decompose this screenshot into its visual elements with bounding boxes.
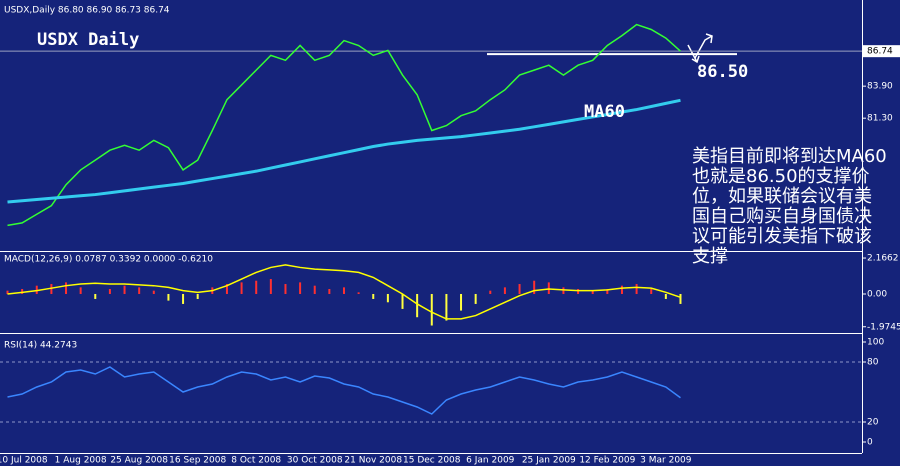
histogram-bar: [255, 280, 258, 294]
histogram-bar: [342, 287, 345, 294]
histogram-bar: [357, 292, 360, 294]
comment-line: 位，如果联储会议有美: [692, 186, 872, 207]
histogram-bar: [269, 279, 272, 294]
frame: [0, 0, 863, 454]
histogram-bar: [123, 285, 126, 294]
histogram-bar: [635, 284, 638, 294]
y-tick-label: 100: [867, 338, 884, 348]
series-line: [7, 366, 681, 415]
y-tick-label: 81.30: [867, 114, 893, 124]
price-label-box: [863, 45, 900, 58]
annotation: USDX Daily: [37, 30, 139, 50]
comment-line: 也就是86.50的支撑价: [692, 166, 870, 187]
comment-line: 支撑: [692, 246, 728, 267]
support-label: 86.50: [697, 62, 748, 82]
y-tick-label: 0.00: [867, 289, 887, 299]
histogram-bar: [401, 293, 404, 309]
y-tick-label: 2.1662: [867, 254, 899, 264]
comment-line: 美指目前即将到达MA60: [692, 146, 887, 167]
x-tick-label: 16 Sep 2008: [169, 456, 226, 466]
histogram-bar: [138, 287, 141, 294]
x-tick-label: 21 Nov 2008: [344, 456, 402, 466]
series-line: [7, 23, 681, 227]
histogram-bar: [6, 290, 9, 294]
histogram-bar: [94, 293, 97, 299]
histogram-bar: [679, 293, 682, 304]
histogram-bar: [167, 293, 170, 301]
histogram-bar: [518, 284, 521, 294]
histogram-bar: [196, 293, 199, 299]
price-label: 86.74: [867, 47, 893, 57]
histogram-bar: [460, 293, 463, 311]
histogram-bar: [533, 280, 536, 294]
histogram-bar: [474, 293, 477, 304]
histogram-bar: [299, 282, 302, 294]
y-tick-label: 80: [867, 358, 879, 368]
histogram-bar: [562, 287, 565, 294]
histogram-bar: [591, 290, 594, 294]
comment-line: 国自己购买自身国债决: [692, 206, 872, 227]
y-tick-label: 0: [867, 438, 873, 448]
x-tick-label: 12 Feb 2009: [579, 456, 635, 466]
series-label: MA60: [584, 102, 625, 122]
histogram-bar: [489, 290, 492, 294]
y-tick-label: 20: [867, 418, 879, 428]
histogram-bar: [225, 284, 228, 294]
x-tick-label: 25 Jan 2009: [522, 456, 576, 466]
histogram-bar: [21, 289, 24, 294]
chart-title: USDX,Daily 86.80 86.90 86.73 86.74: [4, 6, 170, 16]
histogram-bar: [503, 287, 506, 294]
x-tick-label: 30 Oct 2008: [287, 456, 343, 466]
histogram-bar: [445, 293, 448, 321]
histogram-bar: [152, 290, 155, 294]
x-tick-label: 10 Jul 2008: [0, 456, 48, 466]
y-tick-label: -1.9745: [867, 322, 900, 332]
histogram-bar: [664, 293, 667, 299]
series-line: [7, 98, 681, 204]
histogram-bar: [386, 293, 389, 303]
series-line: [7, 264, 681, 320]
histogram-bar: [284, 284, 287, 294]
arrow: [694, 33, 713, 59]
histogram-bar: [547, 282, 550, 294]
histogram-bar: [108, 289, 111, 294]
histogram-bar: [620, 285, 623, 294]
histogram-bar: [35, 285, 38, 294]
histogram-bar: [50, 284, 53, 294]
histogram-bar: [328, 289, 331, 294]
histogram-bar: [79, 287, 82, 294]
y-tick-label: 83.90: [867, 82, 893, 92]
histogram-bar: [313, 285, 316, 294]
x-tick-label: 15 Dec 2008: [403, 456, 461, 466]
x-tick-label: 1 Aug 2008: [55, 456, 107, 466]
panel-title: RSI(14) 44.2743: [4, 341, 77, 351]
histogram-bar: [65, 282, 68, 294]
histogram-bar: [240, 282, 243, 294]
x-tick-label: 25 Aug 2008: [110, 456, 168, 466]
histogram-bar: [577, 289, 580, 294]
histogram-bar: [430, 293, 433, 326]
histogram-bar: [650, 289, 653, 294]
x-tick-label: 6 Jan 2009: [466, 456, 514, 466]
histogram-bar: [372, 293, 375, 299]
x-tick-label: 3 Mar 2009: [640, 456, 692, 466]
comment-line: 议可能引发美指下破该: [692, 226, 872, 247]
x-tick-label: 8 Oct 2008: [231, 456, 281, 466]
histogram-bar: [182, 293, 185, 304]
panel-title: MACD(12,26,9) 0.0787 0.3392 0.0000 -0.62…: [4, 255, 213, 265]
histogram-bar: [606, 289, 609, 294]
histogram-bar: [416, 293, 419, 318]
